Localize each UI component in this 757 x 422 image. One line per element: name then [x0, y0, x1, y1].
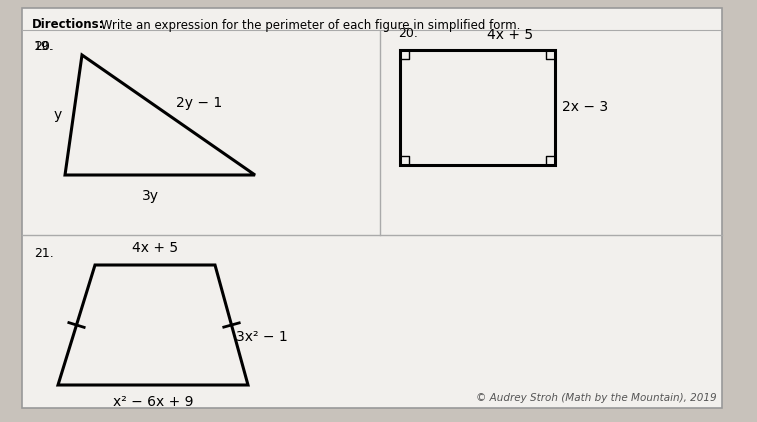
- Bar: [400, 50, 555, 165]
- Text: x² − 6x + 9: x² − 6x + 9: [113, 395, 193, 409]
- Text: 19.: 19.: [34, 40, 54, 53]
- Text: Write an expression for the perimeter of each figure in simplified form.: Write an expression for the perimeter of…: [97, 19, 520, 32]
- Text: 20.: 20.: [398, 27, 418, 40]
- Text: 3y: 3y: [142, 189, 158, 203]
- Text: y: y: [53, 108, 61, 122]
- Text: 4x + 5: 4x + 5: [487, 28, 533, 42]
- Text: © Audrey Stroh (Math by the Mountain), 2019: © Audrey Stroh (Math by the Mountain), 2…: [476, 393, 717, 403]
- Text: 2y − 1: 2y − 1: [176, 96, 223, 110]
- Text: 20.: 20.: [34, 40, 54, 53]
- Text: 4x + 5: 4x + 5: [132, 241, 178, 255]
- Text: 2x − 3: 2x − 3: [562, 100, 608, 114]
- Text: 3x² − 1: 3x² − 1: [236, 330, 288, 344]
- Text: 21.: 21.: [34, 247, 54, 260]
- Text: Directions:: Directions:: [32, 19, 104, 32]
